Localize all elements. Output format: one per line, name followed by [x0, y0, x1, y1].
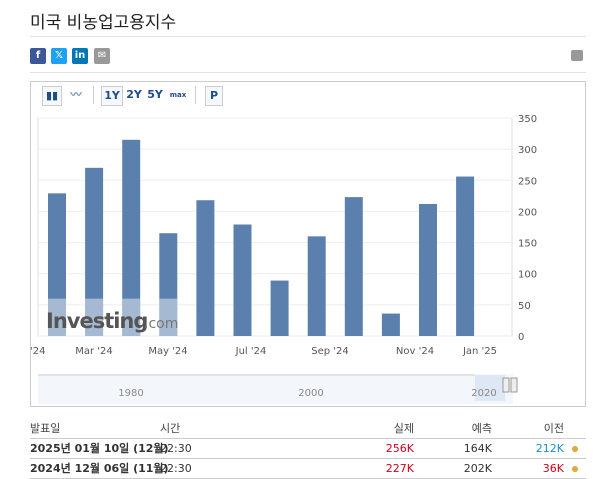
- actual-value: 227K: [385, 462, 414, 475]
- bar: [85, 167, 104, 336]
- table-row: 2025년 01월 10일 (12월) 22:30 256K 164K 212K: [30, 439, 586, 459]
- bar: [307, 236, 326, 336]
- y-tick-label: 50: [518, 301, 531, 312]
- navigator-label: 1980: [118, 388, 143, 399]
- range-2y-button[interactable]: 2Y: [126, 88, 142, 101]
- previous-value: 212K: [535, 442, 564, 455]
- x-tick-label: '24: [30, 346, 45, 357]
- y-tick-label: 300: [518, 145, 537, 156]
- range-1y-button[interactable]: 1Y: [101, 86, 123, 106]
- y-tick-label: 150: [518, 239, 537, 250]
- navigator-label: 2020: [471, 388, 496, 399]
- forecast-value: 202K: [463, 462, 492, 475]
- bar: [419, 203, 437, 336]
- x-tick-label: May '24: [148, 346, 187, 357]
- release-time: 22:30: [160, 442, 192, 455]
- history-table: 발표일 시간 실제 예측 이전 2025년 01월 10일 (12월) 22:3…: [30, 419, 586, 479]
- table-row: 2024년 12월 06일 (11월) 22:30 227K 202K 36K: [30, 459, 586, 479]
- release-date: 2025년 01월 10일 (12월): [30, 442, 169, 455]
- bar: [344, 197, 363, 336]
- bar: [159, 233, 178, 336]
- y-tick-label: 0: [518, 332, 524, 343]
- divider: [195, 86, 196, 104]
- bar-overlay: [85, 298, 104, 336]
- header-time: 시간: [160, 422, 181, 435]
- divider: [30, 72, 586, 73]
- y-tick-label: 350: [518, 114, 537, 125]
- revision-dot-icon: [572, 446, 578, 452]
- bar: [48, 193, 66, 336]
- divider: [93, 86, 94, 104]
- chart-container: [30, 81, 586, 407]
- bar-overlay: [122, 298, 141, 336]
- print-icon[interactable]: [571, 50, 583, 61]
- header-forecast: 예측: [471, 422, 492, 435]
- bar: [270, 280, 289, 336]
- bar-chart-button[interactable]: ▮▮: [42, 86, 62, 106]
- twitter-share-button[interactable]: 𝕏: [51, 48, 67, 64]
- header-date: 발표일: [30, 422, 61, 435]
- facebook-icon: f: [35, 50, 41, 61]
- release-time: 22:30: [160, 462, 192, 475]
- watermark-logo-suffix: .com: [144, 316, 178, 332]
- email-icon: ✉: [97, 50, 107, 61]
- forecast-value: 164K: [463, 442, 492, 455]
- facebook-share-button[interactable]: f: [30, 48, 46, 64]
- bar-chart-icon: ▮▮: [45, 89, 59, 102]
- navigator-handle: [502, 377, 510, 393]
- divider: [30, 36, 586, 37]
- bar: [122, 139, 141, 336]
- page-title: 미국 비농업고용지수: [30, 13, 177, 33]
- y-tick-label: 100: [518, 270, 537, 281]
- bar: [456, 176, 475, 336]
- line-chart-button[interactable]: 〰: [66, 86, 86, 104]
- navigator-handle: [510, 377, 518, 393]
- navigator-selection: [475, 375, 505, 401]
- range-5y-button[interactable]: 5Y: [147, 88, 163, 101]
- x-tick-label: Mar '24: [75, 346, 113, 357]
- bar: [233, 224, 252, 336]
- linkedin-icon: in: [74, 50, 86, 61]
- watermark-logo: Investing: [46, 309, 147, 333]
- bar: [196, 200, 215, 336]
- x-tick-label: Sep '24: [311, 346, 349, 357]
- bar: [381, 313, 400, 336]
- header-actual: 실제: [393, 422, 414, 435]
- header-previous: 이전: [543, 422, 564, 435]
- twitter-icon: 𝕏: [54, 50, 64, 61]
- range-max-button[interactable]: max: [169, 91, 187, 99]
- x-tick-label: Jul '24: [235, 346, 267, 357]
- bar-overlay: [48, 298, 66, 336]
- previous-value: 36K: [542, 462, 564, 475]
- email-share-button[interactable]: ✉: [94, 48, 110, 64]
- release-date: 2024년 12월 06일 (11월): [30, 462, 169, 475]
- linkedin-share-button[interactable]: in: [72, 48, 88, 64]
- navigator: [38, 374, 513, 404]
- p-button[interactable]: P: [205, 86, 223, 106]
- actual-value: 256K: [385, 442, 414, 455]
- y-tick-label: 250: [518, 176, 537, 187]
- navigator-label: 2000: [298, 388, 323, 399]
- y-tick-label: 200: [518, 207, 537, 218]
- line-chart-icon: 〰: [70, 88, 82, 101]
- bar-overlay: [159, 298, 178, 336]
- x-tick-label: Jan '25: [462, 346, 497, 357]
- revision-dot-icon: [572, 466, 578, 472]
- x-tick-label: Nov '24: [396, 346, 434, 357]
